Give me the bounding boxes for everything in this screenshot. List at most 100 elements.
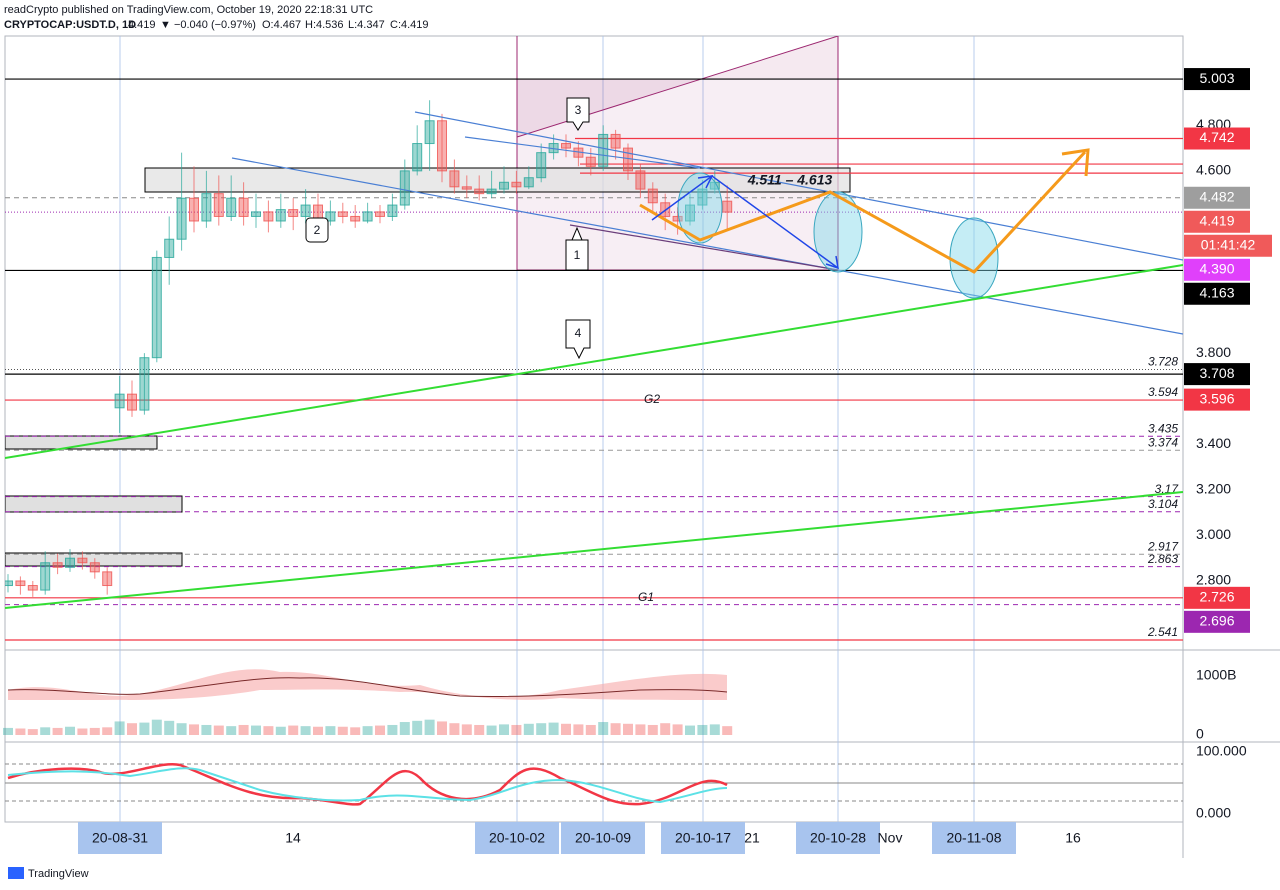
candle-body: [127, 393, 137, 411]
candle-body: [511, 181, 522, 188]
axes: 20-08-31 14 20-10-02 20-10-09 20-10-17 21 20-1…: [78, 68, 1272, 854]
price-tag: [1184, 210, 1250, 233]
price-tag-label: 2.726: [1199, 589, 1234, 605]
price-tag: [1184, 363, 1250, 386]
volume-bar: [375, 725, 385, 735]
volume-bar: [610, 723, 621, 735]
date-label: Nov: [878, 830, 903, 846]
volume-bar: [585, 724, 596, 735]
volume-bar: [350, 727, 361, 735]
volume-bar: [449, 723, 460, 735]
volume-bar: [201, 724, 212, 735]
candle-body: [27, 585, 38, 591]
callout-box: [566, 97, 590, 131]
volume-bar: [226, 726, 237, 735]
candle-body: [40, 562, 51, 591]
volume-bar: [623, 723, 633, 735]
date-highlight: [78, 822, 162, 854]
candle-body: [251, 211, 261, 217]
symbol: CRYPTOCAP:USDT.D, 1D: [4, 19, 136, 31]
level-name: G2: [644, 392, 660, 406]
candle-body: [139, 357, 150, 411]
candle-body: [499, 181, 509, 190]
candle-body: [263, 211, 274, 222]
price-tag: [1184, 610, 1250, 633]
low: L:4.347: [348, 19, 385, 31]
volume-bar: [660, 723, 671, 735]
level-label: 3.435: [1148, 421, 1178, 435]
candle-body: [176, 197, 187, 240]
volume-bar: [561, 723, 571, 735]
candle-body: [437, 120, 447, 172]
candle-body: [151, 256, 162, 359]
candle-body: [685, 204, 695, 222]
price-tag-label: 2.696: [1199, 613, 1234, 629]
price-tag-label: 5.003: [1199, 70, 1234, 86]
drawings: [5, 36, 851, 567]
volume-bar: [251, 725, 261, 735]
change: ▼ −0.040 (−0.97%): [160, 19, 256, 31]
candle-body: [15, 580, 26, 587]
callout-label: 1: [574, 248, 581, 262]
candle-body: [486, 188, 497, 195]
volume-bar: [288, 725, 299, 735]
trend-line: [569, 224, 839, 271]
candle-body: [697, 188, 708, 206]
arrow-head: [1061, 148, 1090, 177]
signal-line: [7, 767, 728, 804]
channel-line: [231, 157, 1183, 335]
volume-bar: [387, 724, 398, 735]
candle-body: [449, 170, 460, 188]
candle-body: [5, 580, 13, 587]
volume-bar: [52, 727, 63, 735]
countdown-tag: [1184, 234, 1272, 257]
candle-body: [102, 571, 113, 587]
price-axis-label: 3.400: [1196, 435, 1231, 451]
close: 4.419: [128, 19, 156, 31]
volume-bar: [27, 729, 38, 735]
level-label: 2.863: [1147, 552, 1178, 566]
date-highlight: [932, 822, 1016, 854]
callout-box: [305, 217, 329, 243]
level-label: 3.374: [1148, 435, 1178, 449]
volume-bar: [499, 724, 509, 735]
price-tag: [1184, 186, 1250, 209]
open: O:4.467: [262, 19, 301, 31]
price-axis-label: 3.000: [1196, 526, 1231, 542]
volume-bar: [722, 726, 733, 735]
date-highlight: [561, 822, 645, 854]
volume-bar: [672, 724, 683, 735]
level-name: G1: [638, 590, 654, 604]
volume-bar: [213, 725, 224, 735]
price-tag: [1184, 258, 1250, 281]
logo-icon: [8, 867, 24, 879]
volume-bar: [486, 725, 497, 735]
annotation-texts: 4.511 – 4.613 1 2 3 4 G2 G1: [314, 103, 833, 604]
candle-body: [325, 211, 336, 222]
volume-bar: [536, 723, 547, 735]
candle-body: [213, 193, 224, 217]
candle-body: [226, 197, 237, 217]
volume-bar: [102, 727, 113, 735]
candle-body: [238, 197, 249, 217]
volume-bar: [3, 727, 13, 735]
target-ellipse: [949, 217, 999, 299]
candle-body: [337, 211, 348, 217]
range-label: 4.511 – 4.613: [747, 172, 833, 188]
volume-bar: [523, 723, 534, 735]
volume-axis-label: 1000B: [1196, 667, 1236, 683]
header: readCrypto published on TradingView.com,…: [4, 4, 429, 31]
volume-bar: [275, 726, 286, 735]
drawings-front: [5, 97, 1183, 609]
price-axis-label: 3.200: [1196, 481, 1231, 497]
date-label: 20-10-28: [810, 830, 866, 846]
callout-label: 2: [314, 223, 321, 237]
date-label: 20-11-08: [946, 830, 1001, 846]
candle-body: [375, 211, 385, 217]
volume-bar: [176, 723, 187, 735]
date-highlight: [796, 822, 880, 854]
candle-body: [412, 143, 423, 172]
volume-ma: [7, 677, 728, 698]
arrow-head: [697, 175, 714, 189]
